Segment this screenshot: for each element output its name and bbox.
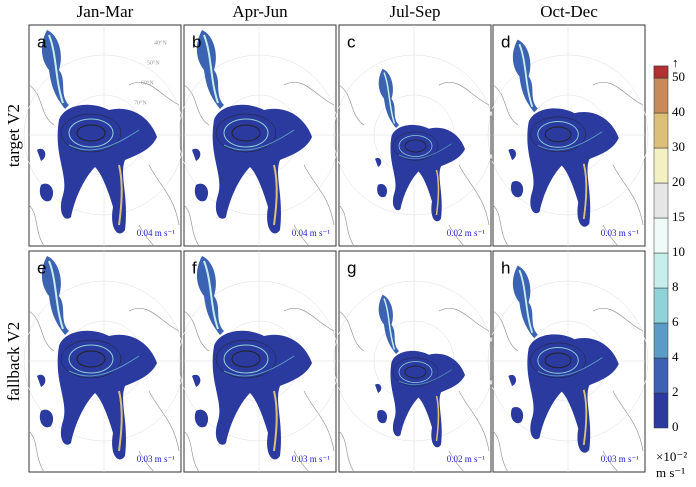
- figure: Jan-Mar Apr-Jun Jul-Sep Oct-Dec target V2 fal…: [0, 0, 696, 482]
- colorbar-bin: [654, 78, 668, 113]
- colorbar-bin: [654, 218, 668, 253]
- scale-label: 0.02 m s⁻¹: [447, 454, 486, 464]
- panel-letter: e: [37, 258, 46, 277]
- colorbar-unit: m s⁻¹: [656, 465, 685, 480]
- colorbar-bin: [654, 253, 668, 288]
- colorbar-tick-label: 40: [672, 104, 685, 119]
- map-panel: c 0.02 m s⁻¹: [334, 25, 494, 246]
- latitude-label: 40°N: [154, 39, 167, 46]
- scale-label: 0.03 m s⁻¹: [601, 228, 640, 238]
- panel-letter: g: [347, 258, 356, 277]
- column-title: Apr-Jun: [232, 2, 288, 21]
- panel-letter: f: [192, 258, 197, 277]
- panel-letter: a: [37, 32, 47, 51]
- colorbar-tick-label: 10: [672, 244, 685, 259]
- scale-label: 0.04 m s⁻¹: [292, 228, 331, 238]
- colorbar-bin: [654, 323, 668, 358]
- colorbar-bin: [654, 113, 668, 148]
- scale-label: 0.03 m s⁻¹: [292, 454, 331, 464]
- row-label: target V2: [4, 104, 23, 167]
- row-label: fallback V2: [4, 322, 23, 401]
- map-panel: g 0.02 m s⁻¹: [334, 251, 494, 472]
- colorbar-bin: [654, 183, 668, 218]
- latitude-label: 50°N: [147, 59, 160, 66]
- panel-letter: h: [501, 258, 510, 277]
- map-panel: a 0.04 m s⁻¹ 40°N 50°N 60°N 70°N: [24, 25, 184, 246]
- scale-label: 0.03 m s⁻¹: [137, 454, 176, 464]
- colorbar-bin: [654, 358, 668, 393]
- latitude-label: 60°N: [141, 79, 154, 86]
- colorbar-tick-label: 6: [672, 314, 679, 329]
- colorbar-tick-label: 0: [672, 419, 679, 434]
- colorbar-tick-label: 8: [672, 279, 679, 294]
- map-panel: h 0.03 m s⁻¹: [488, 251, 648, 472]
- colorbar-multiplier: ×10⁻²: [656, 449, 687, 464]
- colorbar-tick-label: 4: [672, 349, 679, 364]
- colorbar-tick-label: 2: [672, 384, 679, 399]
- panel-letter: d: [501, 32, 510, 51]
- colorbar-top-arrow: ↑: [672, 55, 679, 70]
- colorbar-bin: [654, 66, 668, 78]
- scale-label: 0.04 m s⁻¹: [137, 228, 176, 238]
- column-title: Oct-Dec: [540, 2, 598, 21]
- panel-letter: c: [347, 32, 356, 51]
- colorbar-tick-label: 20: [672, 174, 685, 189]
- column-title: Jan-Mar: [77, 2, 134, 21]
- scale-label: 0.03 m s⁻¹: [601, 454, 640, 464]
- colorbar-bin: [654, 393, 668, 428]
- map-panel: e 0.03 m s⁻¹: [24, 251, 184, 472]
- colorbar-tick-label: 30: [672, 139, 685, 154]
- colorbar-tick-label: 50: [672, 69, 685, 84]
- map-panel: f 0.03 m s⁻¹: [179, 251, 339, 472]
- colorbar-bin: [654, 288, 668, 323]
- latitude-label: 70°N: [134, 99, 147, 106]
- map-panel: b 0.04 m s⁻¹: [179, 25, 339, 246]
- colorbar-bin: [654, 148, 668, 183]
- map-panel: d 0.03 m s⁻¹: [488, 25, 648, 246]
- column-title: Jul-Sep: [390, 2, 441, 21]
- panel-letter: b: [192, 32, 201, 51]
- colorbar-tick-label: 15: [672, 209, 685, 224]
- scale-label: 0.02 m s⁻¹: [447, 228, 486, 238]
